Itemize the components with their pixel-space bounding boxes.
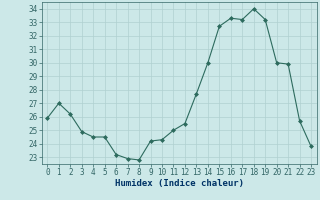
X-axis label: Humidex (Indice chaleur): Humidex (Indice chaleur) [115,179,244,188]
